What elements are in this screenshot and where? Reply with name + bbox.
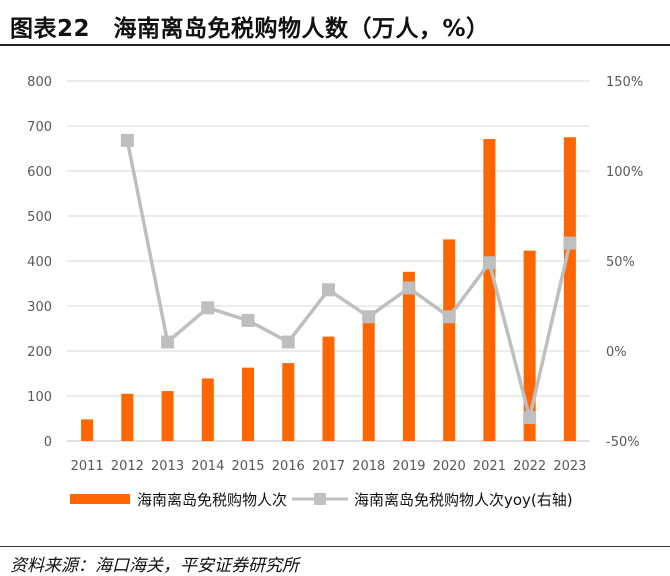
yoy-point-2013 (161, 335, 175, 349)
yoy-line (125, 140, 572, 420)
x-tick-label: 2019 (392, 459, 425, 474)
left-tick-label: 0 (44, 435, 52, 450)
source-note: 资料来源：海口海关，平安证券研究所 (10, 556, 299, 576)
right-tick-label: -50% (606, 435, 640, 450)
bar-2020 (443, 239, 456, 441)
bar-2023 (563, 137, 576, 441)
legend-bar-swatch (70, 494, 130, 504)
yoy-point-2015 (241, 313, 255, 327)
right-tick-label: 0% (606, 345, 627, 360)
right-tick-label: 150% (606, 75, 643, 90)
left-tick-label: 700 (27, 120, 52, 135)
bar-2014 (201, 378, 214, 441)
bar-series (81, 137, 576, 442)
yoy-point-2022 (523, 411, 537, 425)
left-tick-label: 600 (27, 165, 52, 180)
yoy-point-2018 (362, 310, 376, 324)
title-divider (0, 44, 670, 46)
gridlines (67, 80, 590, 442)
x-tick-label: 2020 (433, 459, 466, 474)
bar-2012 (121, 393, 134, 441)
x-tick-label: 2014 (191, 459, 224, 474)
x-tick-label: 2016 (272, 459, 305, 474)
legend-line-marker (314, 493, 326, 505)
chart: 0 100 200 300 400 500 600 700 800 -50% 0% 50% 100% 1… (27, 75, 643, 509)
legend-bar-label: 海南离岛免税购物人次 (137, 491, 287, 509)
x-tick-label: 2023 (553, 459, 586, 474)
left-tick-label: 300 (27, 300, 52, 315)
x-axis-ticks: 2011 2012 2013 2014 2015 2016 2017 2018 2019 2020… (71, 459, 587, 474)
legend: 海南离岛免税购物人次 海南离岛免税购物人次yoy(右轴) (70, 491, 573, 509)
chart-title: 图表22 海南离岛免税购物人数（万人，%） (10, 16, 490, 42)
bar-2021 (483, 139, 496, 442)
left-axis-ticks: 0 100 200 300 400 500 600 700 800 (27, 75, 52, 450)
left-tick-label: 800 (27, 75, 52, 90)
x-tick-label: 2018 (352, 459, 385, 474)
yoy-point-2019 (402, 281, 416, 295)
x-tick-label: 2013 (151, 459, 184, 474)
yoy-point-2016 (281, 335, 295, 349)
yoy-point-2012 (120, 133, 134, 147)
right-axis-ticks: -50% 0% 50% 100% 150% (606, 75, 643, 450)
x-tick-label: 2011 (71, 459, 104, 474)
x-tick-label: 2017 (312, 459, 345, 474)
x-tick-label: 2022 (513, 459, 546, 474)
bar-2017 (322, 336, 335, 441)
right-tick-label: 50% (606, 255, 635, 270)
source-divider (0, 546, 670, 547)
yoy-point-2020 (442, 310, 456, 324)
left-tick-label: 200 (27, 345, 52, 360)
left-tick-label: 400 (27, 255, 52, 270)
right-tick-label: 100% (606, 165, 643, 180)
yoy-point-2014 (201, 301, 215, 315)
title-bar: 图表22 海南离岛免税购物人数（万人，%） (0, 0, 670, 44)
yoy-point-2021 (482, 256, 496, 270)
x-tick-label: 2012 (111, 459, 144, 474)
line-series (120, 133, 577, 425)
yoy-point-2017 (322, 283, 335, 297)
bar-2018 (362, 311, 375, 441)
bar-2019 (402, 271, 415, 441)
x-tick-label: 2021 (473, 459, 506, 474)
bar-2013 (161, 391, 174, 441)
bar-2011 (81, 419, 94, 441)
left-tick-label: 100 (27, 390, 52, 405)
bar-2015 (242, 367, 255, 441)
left-tick-label: 500 (27, 210, 52, 225)
legend-line-label: 海南离岛免税购物人次yoy(右轴) (354, 491, 573, 509)
yoy-point-2023 (563, 236, 577, 250)
bar-2022 (523, 250, 536, 441)
bar-2016 (282, 363, 295, 441)
x-tick-label: 2015 (231, 459, 264, 474)
